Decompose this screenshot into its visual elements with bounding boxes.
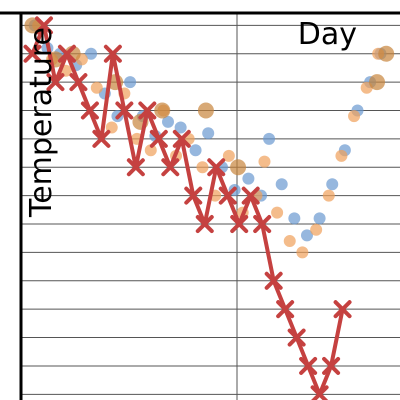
scatter-point (326, 178, 339, 191)
scatter-point (222, 149, 235, 162)
scatter-point (196, 161, 209, 174)
scatter-point (335, 149, 348, 162)
line-marker (322, 356, 341, 375)
scatter-point (202, 127, 215, 140)
line-marker (184, 186, 203, 205)
line-marker (80, 101, 99, 120)
scatter-point (124, 76, 137, 89)
line-marker (161, 158, 180, 177)
line-marker (57, 44, 76, 63)
line-marker (207, 158, 226, 177)
scatter-point (174, 121, 187, 134)
scatter-point (154, 102, 171, 119)
scatter-point (242, 172, 255, 185)
line-marker (287, 328, 306, 347)
line-marker (46, 73, 65, 92)
scatter-point (90, 81, 103, 94)
y-axis-label: Temperature (24, 27, 59, 218)
scatter-point (189, 144, 202, 157)
scatter-point (313, 212, 326, 225)
scatter-point (300, 229, 313, 242)
line-marker (310, 385, 329, 400)
scatter-point (378, 45, 395, 62)
scatter-point (271, 206, 284, 219)
scatter-point (144, 144, 157, 157)
line-marker (92, 129, 111, 148)
line-marker (69, 73, 88, 92)
line-marker (299, 356, 318, 375)
scatter-point (197, 102, 214, 119)
line-marker (115, 101, 134, 120)
scatter-point (288, 212, 301, 225)
line-marker (138, 101, 157, 120)
line-marker (230, 215, 249, 234)
line-marker (218, 186, 237, 205)
scatter-point (263, 132, 276, 145)
line-series (23, 16, 352, 400)
grid (21, 24, 400, 395)
scatter-point (369, 74, 386, 91)
scatter-point (230, 159, 247, 176)
line-marker (149, 129, 168, 148)
line-marker (276, 300, 295, 319)
scatter-point (296, 246, 309, 259)
x-axis-label: Day (298, 17, 357, 52)
line-marker (333, 300, 352, 319)
scatter-point (322, 189, 335, 202)
line-marker (126, 158, 145, 177)
scatter-point (258, 155, 271, 168)
line-marker (34, 16, 53, 35)
line-marker (195, 215, 214, 234)
scatter-point (275, 178, 288, 191)
scatter-point (85, 47, 98, 60)
scatter-point (348, 110, 361, 123)
line-marker (253, 215, 272, 234)
line-marker (264, 271, 283, 290)
scatter-point (310, 223, 323, 236)
line-marker (23, 44, 42, 63)
line-marker (241, 186, 260, 205)
line-marker (103, 44, 122, 63)
line-marker (172, 129, 191, 148)
series-line (30, 23, 345, 397)
scatter-point (24, 17, 41, 34)
scatter-point (162, 115, 175, 128)
scatter-point (283, 235, 296, 248)
